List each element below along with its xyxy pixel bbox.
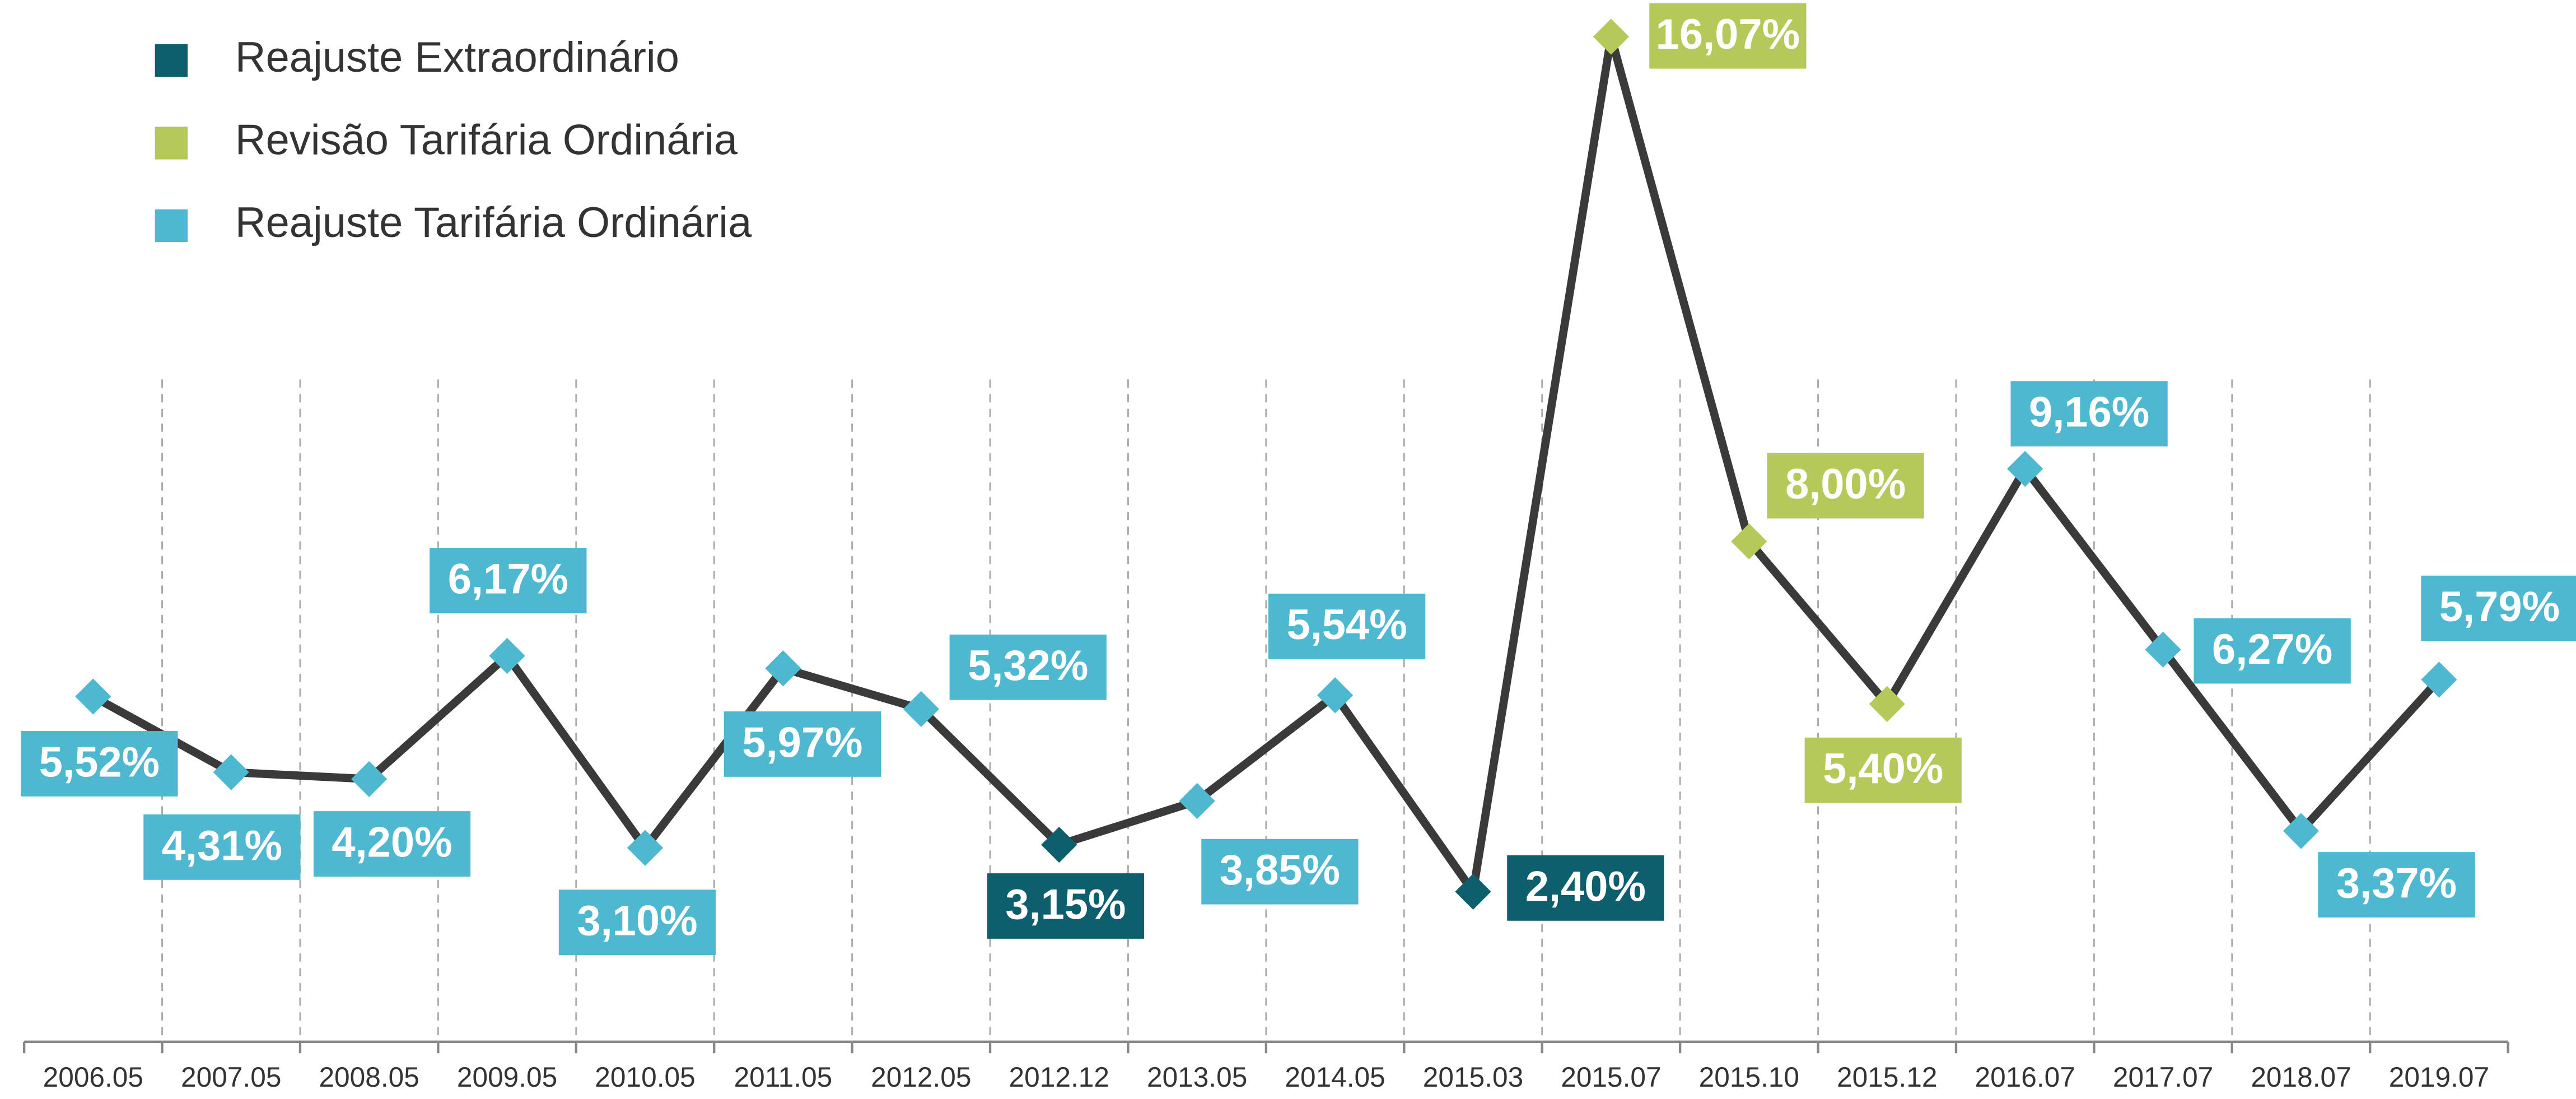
label-box [2318,852,2475,918]
point [627,830,664,866]
label-box [21,731,178,797]
line-segment [503,651,650,852]
label-box [143,814,301,880]
value-label: 9,16% [2029,389,2149,436]
x-tick-label: 2013.05 [1147,1061,1247,1093]
x-tick-label: 2008.05 [319,1061,419,1093]
line-segment [1607,32,1753,546]
x-tick-label: 2018.07 [2251,1061,2351,1093]
point [2007,450,2043,487]
label-box [1201,839,1359,905]
line-segment [1469,32,1616,896]
legend-label: Reajuste Tarifária Ordinária [235,199,752,246]
value-label: 5,52% [39,738,160,786]
x-tick-label: 2014.05 [1285,1061,1385,1093]
label-box [1804,737,1962,803]
x-tick-label: 2006.05 [43,1061,143,1093]
value-label: 5,32% [968,642,1088,690]
line-segment [1883,464,2029,709]
point [75,678,111,715]
x-tick-label: 2009.05 [457,1061,557,1093]
label-box [1649,3,1807,69]
value-label: 5,40% [1823,745,1943,793]
legend-swatch [155,127,188,160]
label-box [558,890,716,956]
label-box [2421,575,2576,641]
x-tick-label: 2015.07 [1561,1061,1661,1093]
value-label: 16,07% [1656,11,1800,58]
value-label: 6,17% [448,555,568,603]
legend-swatch [155,209,188,243]
point [2283,813,2320,849]
value-label: 4,20% [332,819,452,867]
legend-label: Reajuste Extraordinário [235,34,679,81]
x-tick-label: 2019.07 [2389,1061,2489,1093]
legend-label: Revisão Tarifária Ordinária [235,117,738,164]
value-label: 2,40% [1525,863,1646,910]
x-tick-label: 2015.03 [1423,1061,1523,1093]
point [1317,677,1354,714]
line-segment [917,705,1063,849]
label-box [949,634,1107,700]
x-tick-label: 2007.05 [181,1061,281,1093]
label-box [430,548,587,613]
value-label: 6,27% [2212,626,2332,673]
value-label: 5,54% [1286,601,1407,649]
value-label: 3,15% [1005,881,1126,928]
legend-swatch [155,44,188,77]
line-segment [2020,464,2167,654]
value-label: 5,79% [2439,583,2560,631]
value-label: 3,85% [1220,846,1340,894]
x-tick-label: 2012.05 [871,1061,971,1093]
value-label: 3,37% [2336,859,2457,907]
label-box [1767,453,1924,519]
point [1869,686,1905,722]
point [2145,631,2181,668]
point [1041,826,1077,863]
line-segment [779,664,926,714]
point [1179,783,1215,819]
line-segment [1331,691,1477,896]
point [213,754,249,790]
label-box [724,711,881,777]
label-box [1507,855,1664,921]
line-segment [2297,676,2443,835]
label-box [2010,381,2168,447]
x-tick-label: 2011.05 [734,1061,833,1093]
line-segment [1193,691,1340,805]
label-box [1268,593,1426,659]
label-box [2194,618,2351,684]
x-tick-label: 2012.12 [1009,1061,1109,1093]
x-tick-label: 2015.12 [1837,1061,1937,1093]
point [1731,523,1767,560]
point [1455,873,1491,910]
line-segment [365,651,511,784]
value-label: 5,97% [742,719,862,766]
line-segment [1745,537,1892,709]
label-box [987,873,1145,939]
line-segment [2159,645,2306,835]
value-label: 3,10% [577,897,697,945]
point [1593,18,1630,55]
line-segment [641,664,787,852]
x-tick-label: 2015.10 [1699,1061,1799,1093]
line-segment [227,768,374,784]
point [2421,662,2457,698]
x-tick-label: 2017.07 [2113,1061,2213,1093]
x-tick-label: 2010.05 [595,1061,695,1093]
label-box [313,811,471,877]
line-segment [1054,797,1201,849]
x-tick-label: 2016.07 [1975,1061,2075,1093]
value-label: 4,31% [162,822,282,869]
value-label: 8,00% [1785,460,1906,508]
